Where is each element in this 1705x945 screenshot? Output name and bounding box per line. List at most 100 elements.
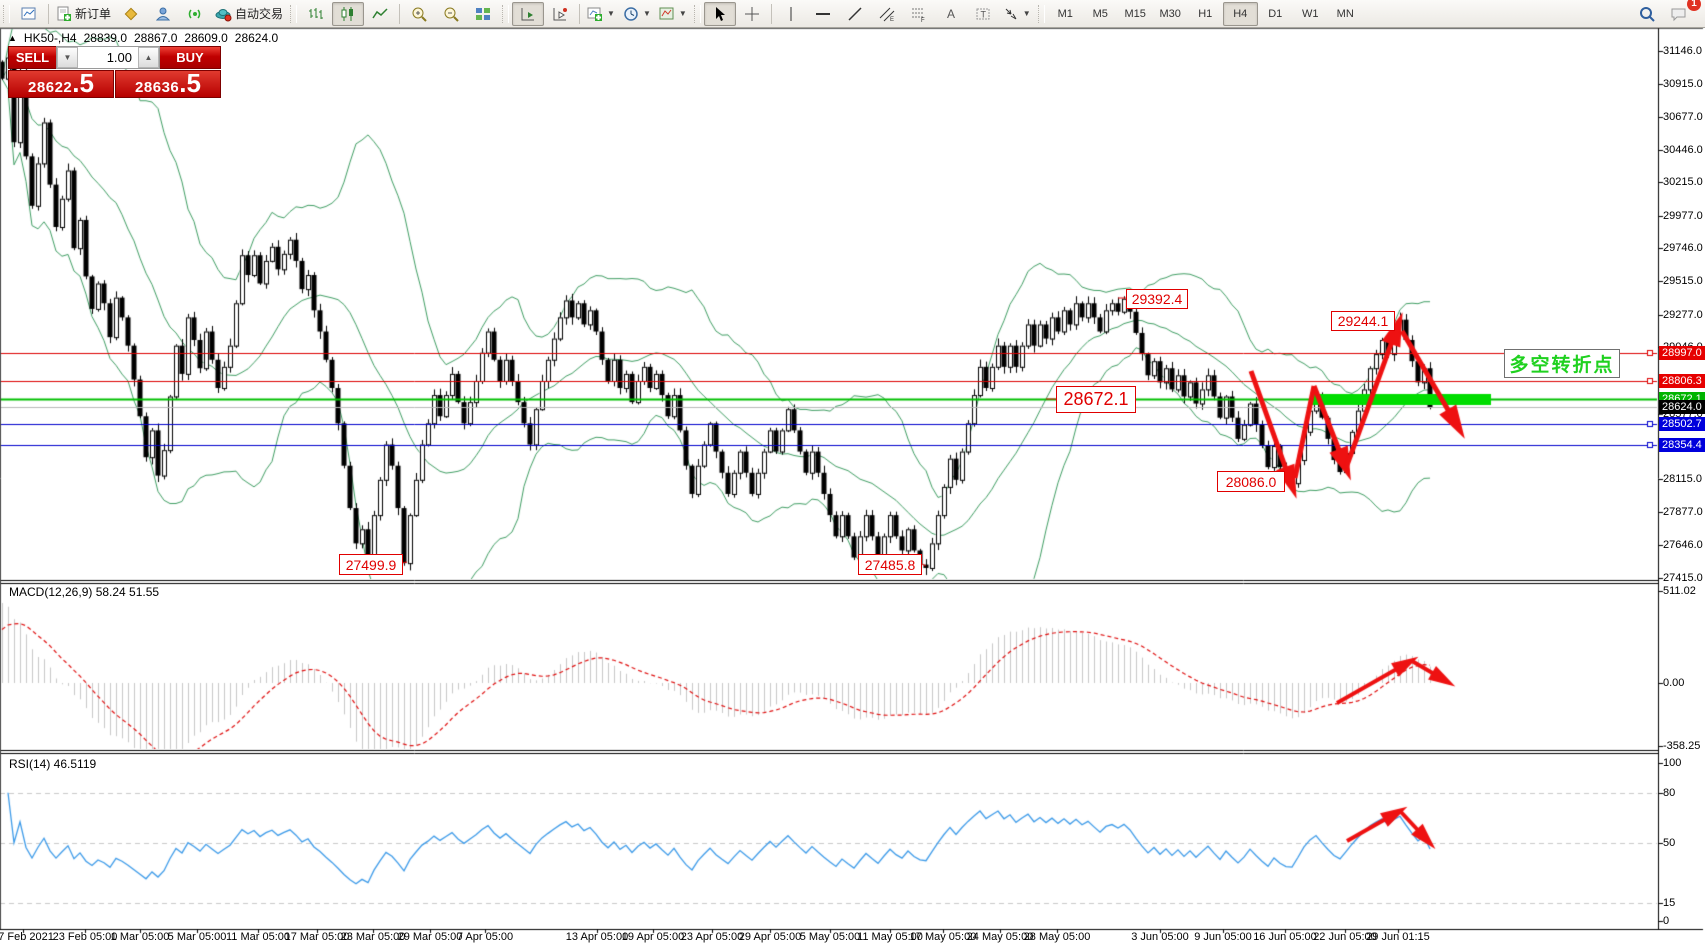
turning-point-note[interactable]: 多空转折点 xyxy=(1504,349,1620,378)
price-annotation[interactable]: 28672.1 xyxy=(1056,386,1136,413)
time-axis-label: 29 Mar 05:00 xyxy=(397,931,463,943)
time-axis-label: 11 May 05:00 xyxy=(857,931,923,943)
period-m1-button[interactable]: M1 xyxy=(1057,7,1073,20)
horizontal-line-button[interactable] xyxy=(807,2,839,26)
price-annotation[interactable]: 27485.8 xyxy=(858,554,922,575)
toolbar-grip[interactable] xyxy=(290,4,298,23)
volume-input[interactable]: 1.00 xyxy=(106,50,132,65)
channel-icon: E xyxy=(879,7,895,22)
notifications-button[interactable]: 1 xyxy=(1663,0,1701,26)
search-button[interactable] xyxy=(1631,2,1663,26)
chart-shift-button[interactable] xyxy=(544,2,576,26)
chart-ohlc-header: ▲ HK50-,H4 28839.0 28867.0 28609.0 28624… xyxy=(8,31,278,45)
line-chart-button[interactable] xyxy=(364,2,396,26)
time-axis-label: 16 Jun 05:00 xyxy=(1253,931,1317,943)
crosshair-button[interactable] xyxy=(736,2,768,26)
zoom-out-button[interactable] xyxy=(435,2,467,26)
new-order-button[interactable]: 新订单 xyxy=(52,2,115,26)
time-axis-label: 13 Apr 05:00 xyxy=(565,931,629,943)
price-axis-tick: 29515.0 xyxy=(1663,275,1703,287)
signal-button[interactable] xyxy=(179,2,211,26)
toolbar-grip[interactable] xyxy=(1037,4,1045,23)
time-axis-label: 29 Jun 01:15 xyxy=(1366,931,1430,943)
toolbar-grip[interactable] xyxy=(502,4,510,23)
period-h1-button[interactable]: H1 xyxy=(1198,7,1213,20)
period-w1-button[interactable]: W1 xyxy=(1301,7,1319,20)
search-icon xyxy=(1640,6,1655,22)
buy-button[interactable]: BUY xyxy=(160,46,221,69)
price-annotation[interactable]: 29392.4 xyxy=(1126,289,1188,309)
cursor-button[interactable] xyxy=(703,1,736,26)
svg-text:E: E xyxy=(890,17,894,22)
candlestick-chart-button[interactable] xyxy=(332,1,365,26)
fibonacci-icon: F xyxy=(911,8,925,22)
line-chart-icon xyxy=(372,7,388,18)
vertical-line-button[interactable] xyxy=(775,2,807,26)
time-axis-label: 1 Mar 05:00 xyxy=(110,931,170,943)
buy-price[interactable]: 28636.5 xyxy=(115,70,221,98)
time-axis-label: 19 Apr 05:00 xyxy=(621,931,685,943)
market-watch-button[interactable] xyxy=(115,2,147,26)
period-m5-button[interactable]: M5 xyxy=(1092,7,1108,20)
bar-chart-button[interactable] xyxy=(300,2,332,26)
indicators-button[interactable]: ▼ xyxy=(583,2,619,26)
macd-axis-tick: 511.02 xyxy=(1663,585,1696,597)
chevron-down-icon: ▼ xyxy=(642,9,651,18)
chevron-down-icon: ▼ xyxy=(678,9,687,18)
arrow-tools-button[interactable]: ▼ xyxy=(999,2,1035,26)
trendline-icon xyxy=(848,6,862,21)
horizontal-line-icon xyxy=(815,12,830,15)
sell-button[interactable]: SELL xyxy=(8,46,56,69)
ohlc-close: 28624.0 xyxy=(234,31,279,45)
symbol-period-label: HK50-,H4 xyxy=(23,31,77,45)
zoom-in-button[interactable] xyxy=(403,2,435,26)
zoom-out-icon xyxy=(444,7,459,22)
rsi-axis-tick: 0 xyxy=(1663,915,1670,927)
period-m15-button[interactable]: M15 xyxy=(1124,7,1146,20)
main-toolbar: 新订单 自动交易 xyxy=(0,0,1705,28)
chart-icon xyxy=(21,7,36,19)
channel-button[interactable]: E xyxy=(871,2,903,26)
text-button[interactable]: A xyxy=(935,2,967,26)
time-axis-label: 29 Apr 05:00 xyxy=(738,931,802,943)
period-mn-button[interactable]: MN xyxy=(1336,7,1354,20)
volume-increase-button[interactable]: ▲ xyxy=(138,47,159,68)
templates-button[interactable]: ▼ xyxy=(655,2,691,26)
time-axis-label: 5 May 05:00 xyxy=(799,931,861,943)
chart-window-button[interactable] xyxy=(13,2,45,26)
collapse-panel-arrow-icon[interactable]: ▲ xyxy=(8,33,17,43)
ohlc-high: 28867.0 xyxy=(134,31,178,45)
bar-chart-icon xyxy=(309,7,324,19)
period-d1-button[interactable]: D1 xyxy=(1268,7,1283,20)
volume-decrease-button[interactable]: ▼ xyxy=(57,47,78,68)
time-axis-label: 11 Mar 05:00 xyxy=(225,931,291,943)
text-icon: A xyxy=(947,7,955,21)
auto-scroll-button[interactable] xyxy=(512,1,545,26)
vertical-line-icon xyxy=(790,6,792,21)
label-button[interactable]: T xyxy=(967,2,999,26)
period-h4-button[interactable]: H4 xyxy=(1222,1,1258,26)
price-axis-tick: 29746.0 xyxy=(1663,242,1703,254)
sell-price[interactable]: 28622.5 xyxy=(8,70,114,98)
price-annotation[interactable]: 28086.0 xyxy=(1217,471,1285,492)
time-axis-label: 5 Mar 05:00 xyxy=(167,931,227,943)
period-m30-button[interactable]: M30 xyxy=(1159,7,1181,20)
tile-windows-button[interactable] xyxy=(467,2,499,26)
chat-icon xyxy=(1671,8,1686,21)
auto-trading-button[interactable]: 自动交易 xyxy=(211,2,287,26)
time-axis-label: 17 Feb 2021 xyxy=(0,931,54,943)
price-annotation[interactable]: 29244.1 xyxy=(1331,311,1395,331)
signal-icon xyxy=(188,9,201,18)
navigator-button[interactable] xyxy=(147,2,179,26)
svg-text:F: F xyxy=(921,18,925,22)
price-annotation[interactable]: 27499.9 xyxy=(339,554,403,575)
auto-trading-label: 自动交易 xyxy=(235,7,284,21)
time-axis-label: 23 Mar 05:00 xyxy=(340,931,406,943)
toolbar-grip[interactable] xyxy=(693,4,701,23)
toolbar-grip[interactable] xyxy=(3,4,10,23)
fibonacci-button[interactable]: F xyxy=(903,2,935,26)
trendline-button[interactable] xyxy=(839,2,871,26)
timeframes-button[interactable]: ▼ xyxy=(619,2,655,26)
